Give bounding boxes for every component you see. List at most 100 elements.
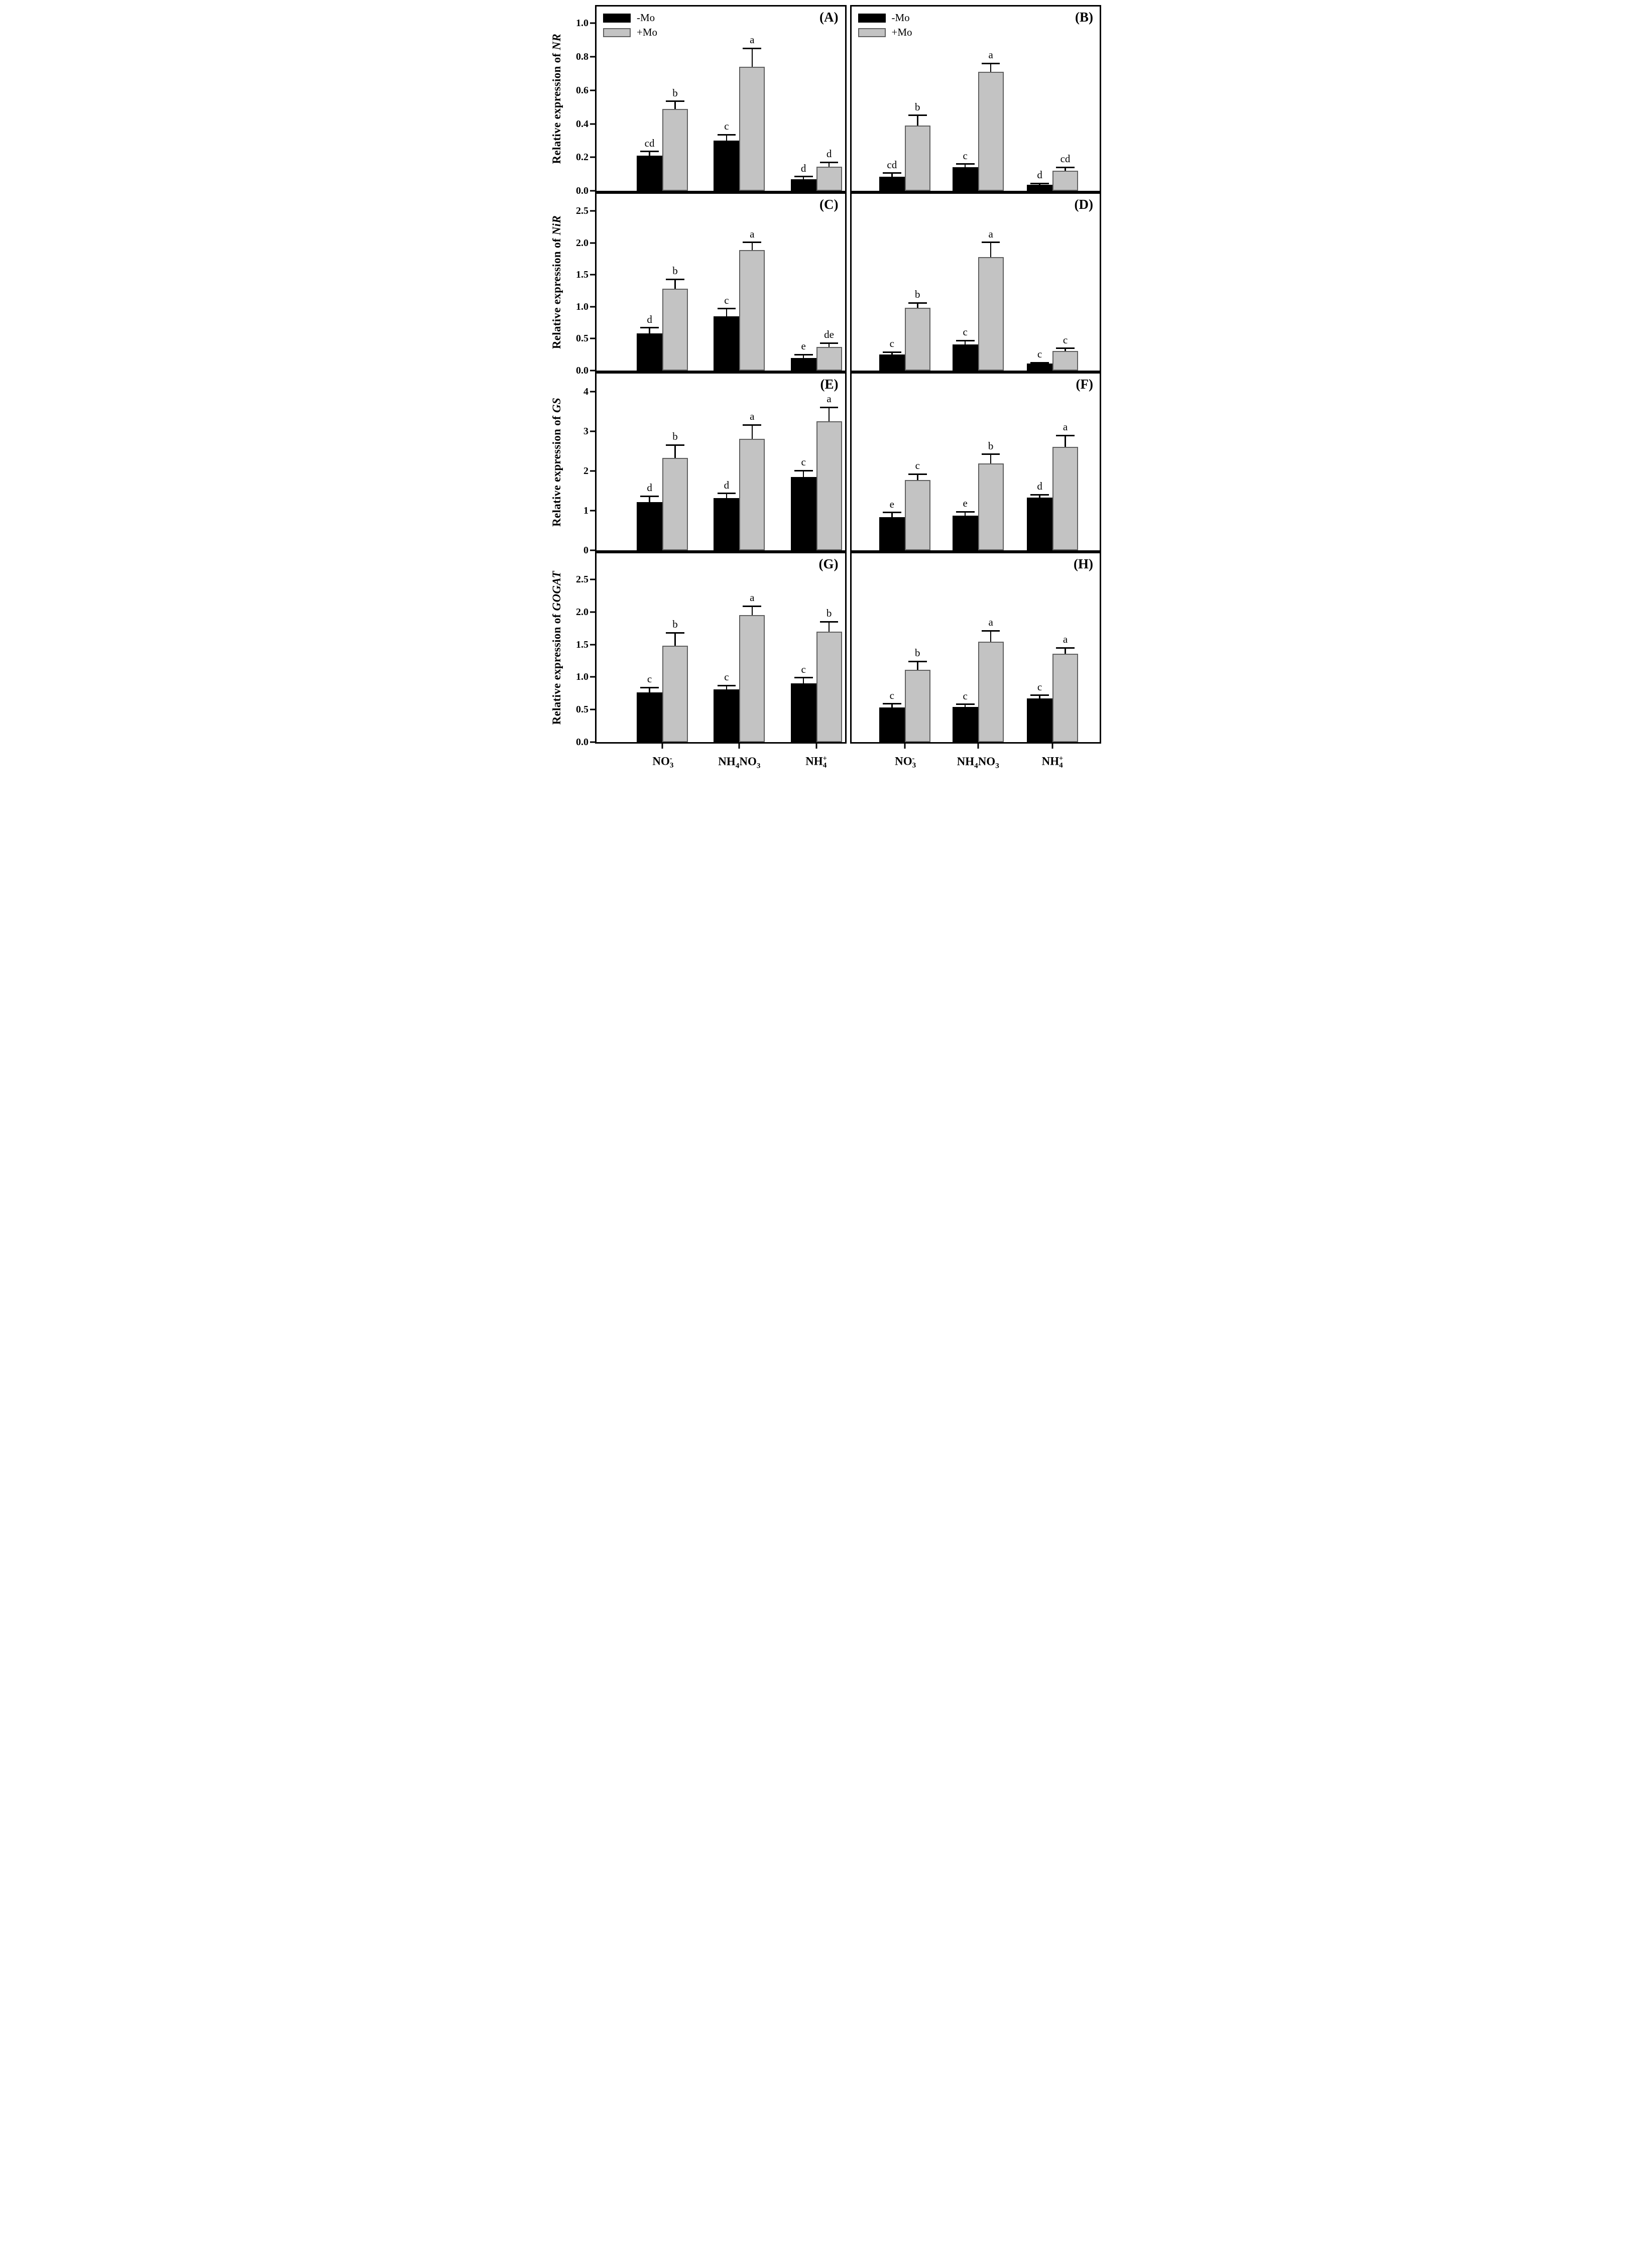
error-bar: [891, 512, 893, 518]
legend-swatch-plus-mo: [858, 28, 886, 37]
error-bar: [726, 685, 728, 689]
panel-d: (D) c c c b a c: [850, 192, 1101, 372]
x-axis-label-part: -: [912, 754, 915, 763]
error-bar: [917, 474, 918, 480]
bar-plus-mo: [739, 250, 765, 371]
significance-letter: a: [750, 34, 755, 46]
error-bar-cap: [956, 163, 975, 165]
significance-letter: d: [647, 313, 652, 325]
error-bar-cap: [717, 308, 736, 310]
y-axis-tick: [590, 156, 595, 158]
significance-letter: c: [889, 337, 895, 350]
panel-c: (C) 0.0 0.5 1.0 1.5 2.0 2.5 d c e b a de: [576, 192, 847, 376]
y-axis-tick: [590, 123, 595, 125]
y-axis-tick: [590, 89, 595, 91]
bar-minus-mo: [637, 333, 663, 371]
y-axis-tick-label: 1: [583, 505, 588, 516]
error-bar: [891, 173, 893, 177]
y-axis-tick-label: 1.5: [576, 269, 588, 281]
panel-label: (F): [1076, 377, 1093, 392]
x-axis-label-part: NO: [739, 755, 757, 768]
significance-letter: c: [963, 149, 968, 162]
error-bar: [674, 101, 676, 109]
y-axis-tick-label: 1.0: [576, 18, 588, 29]
legend: -Mo +Mo: [603, 13, 657, 42]
x-axis-label: NH4+: [805, 755, 827, 769]
error-bar: [917, 303, 918, 308]
y-axis-tick: [590, 644, 595, 646]
error-bar-cap: [743, 605, 762, 607]
figure-row-gogat: Relative expression of GOGAT (G) 0.0 0.5 1…: [548, 552, 1101, 769]
significance-letter: b: [826, 607, 832, 620]
legend-item: -Mo: [858, 13, 912, 23]
y-axis-tick-label: 1.5: [576, 639, 588, 650]
bar-minus-mo: [790, 179, 816, 191]
significance-letter: b: [915, 288, 920, 301]
panel-f: (F) e e d c b a: [850, 372, 1101, 552]
significance-letter: cd: [887, 158, 897, 171]
error-bar-cap: [819, 621, 839, 623]
bar-plus-mo: [739, 67, 765, 191]
x-axis-tick: [815, 744, 817, 749]
error-bar-cap: [908, 473, 927, 475]
error-bar: [649, 327, 650, 334]
x-axis-label-part: NH: [957, 755, 975, 768]
error-bar: [726, 135, 728, 141]
y-axis-tick: [590, 210, 595, 212]
y-axis-tick-label: 2.0: [576, 237, 588, 249]
panel-a: (A) 0.0 0.2 0.4 0.6 0.8 1.0 -Mo +Mo cd c d b a d: [576, 5, 847, 196]
error-bar-cap: [666, 444, 684, 446]
error-bar-cap: [1056, 166, 1075, 168]
figure: Relative expression of NR (A) 0.0 0.2 0.4 0…: [548, 5, 1101, 779]
error-bar-cap: [794, 353, 813, 355]
gene-name: NiR: [550, 215, 563, 235]
y-axis-tick-label: 2.5: [576, 573, 588, 585]
x-axis-label-part: NO: [895, 755, 912, 768]
significance-letter: a: [1063, 633, 1068, 645]
error-bar-cap: [794, 677, 813, 679]
bar-plus-mo: [739, 438, 765, 550]
x-axis-label-part: NH: [718, 755, 736, 768]
y-axis-gutter: [566, 192, 595, 372]
error-bar-cap: [640, 495, 659, 497]
significance-letter: a: [988, 616, 993, 629]
error-bar: [649, 687, 650, 693]
significance-letter: b: [672, 618, 678, 631]
significance-letter: e: [963, 497, 968, 510]
bar-minus-mo: [952, 707, 978, 742]
bar-plus-mo: [1052, 446, 1078, 550]
gene-name: NR: [550, 33, 563, 50]
error-bar-cap: [1030, 694, 1049, 696]
y-axis-tick-label: 0.8: [576, 51, 588, 63]
error-bar-cap: [981, 453, 1000, 455]
y-axis-gutter: [566, 5, 595, 192]
bar-minus-mo: [637, 155, 663, 191]
bar-plus-mo: [739, 615, 765, 742]
significance-letter: c: [647, 673, 652, 685]
y-axis-tick: [590, 510, 595, 512]
y-axis-title-prefix: Relative expression of: [550, 50, 563, 164]
significance-letter: c: [801, 663, 806, 675]
bar-minus-mo: [879, 517, 905, 550]
bar-plus-mo: [904, 670, 930, 742]
y-axis-tick-label: 2.0: [576, 606, 588, 618]
bar-plus-mo: [1052, 170, 1078, 191]
y-axis-tick-label: 3: [583, 425, 588, 437]
bar-plus-mo: [1052, 350, 1078, 371]
bar-plus-mo: [978, 257, 1004, 371]
y-axis-tick-label: 1.0: [576, 301, 588, 312]
bar-minus-mo: [952, 344, 978, 371]
error-bar-cap: [666, 100, 684, 102]
error-bar-cap: [981, 630, 1000, 632]
error-bar-cap: [1056, 434, 1075, 436]
error-bar-cap: [956, 339, 975, 341]
significance-letter: a: [988, 49, 993, 61]
x-axis-label-part: 4: [822, 761, 827, 770]
error-bar-cap: [908, 660, 927, 662]
legend-item: -Mo: [603, 13, 657, 23]
significance-letter: b: [672, 430, 678, 443]
panel-label: (H): [1074, 556, 1093, 571]
error-bar: [964, 340, 966, 344]
legend-item: +Mo: [603, 27, 657, 38]
bar-plus-mo: [978, 72, 1004, 191]
